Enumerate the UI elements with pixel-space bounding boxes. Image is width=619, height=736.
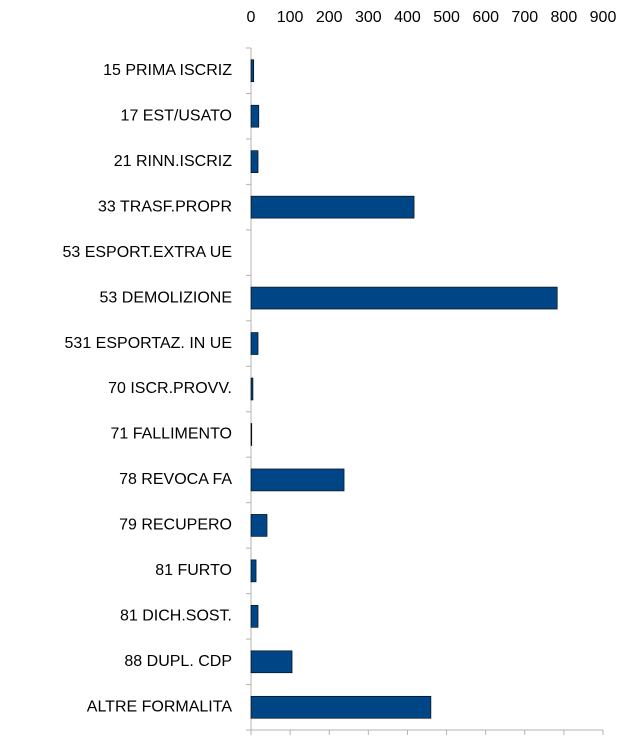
bar	[250, 559, 257, 583]
y-tick-label: ALTRE FORMALITA	[87, 698, 233, 715]
bar	[250, 150, 259, 173]
y-tick-label: 33 TRASF.PROPR	[98, 198, 232, 215]
bar	[250, 468, 345, 492]
bar	[250, 695, 432, 719]
x-tick-label: 700	[511, 9, 538, 26]
y-tick-label: 70 ISCR.PROVV.	[108, 380, 232, 397]
y-tick-label: 71 FALLIMENTO	[110, 426, 232, 443]
bar	[250, 514, 268, 537]
y-tick-label: 88 DUPL. CDP	[124, 653, 232, 670]
x-tick-label: 400	[394, 9, 421, 26]
x-tick-label: 300	[355, 9, 382, 26]
x-tick-label: 800	[551, 9, 578, 26]
y-tick-label: 21 RINN.ISCRIZ	[114, 153, 232, 170]
y-tick-label: 81 FURTO	[155, 562, 232, 579]
bar	[250, 195, 415, 219]
y-tick-label: 78 REVOCA FA	[119, 471, 232, 488]
y-tick-label: 81 DICH.SOST.	[120, 608, 232, 625]
bar	[250, 286, 558, 310]
bar	[250, 104, 260, 128]
y-tick-label: 53 DEMOLIZIONE	[100, 289, 232, 306]
y-tick-label: 531 ESPORTAZ. IN UE	[65, 335, 232, 352]
x-tick-label: 500	[433, 9, 460, 26]
y-tick-label: 17 EST/USATO	[121, 107, 232, 124]
x-tick-label: 600	[472, 9, 499, 26]
y-tick-label: 15 PRIMA ISCRIZ	[103, 62, 232, 79]
bar	[250, 332, 259, 355]
x-tick-label: 900	[590, 9, 617, 26]
bar	[250, 423, 253, 446]
x-tick-label: 0	[247, 9, 256, 26]
bar	[250, 59, 255, 83]
bar	[250, 377, 254, 401]
bar	[250, 605, 259, 628]
y-tick-label: 79 RECUPERO	[119, 517, 232, 534]
x-tick-label: 200	[316, 9, 343, 26]
y-tick-label: 53 ESPORT.EXTRA UE	[62, 244, 232, 261]
bar	[250, 650, 293, 674]
x-tick-label: 100	[277, 9, 304, 26]
